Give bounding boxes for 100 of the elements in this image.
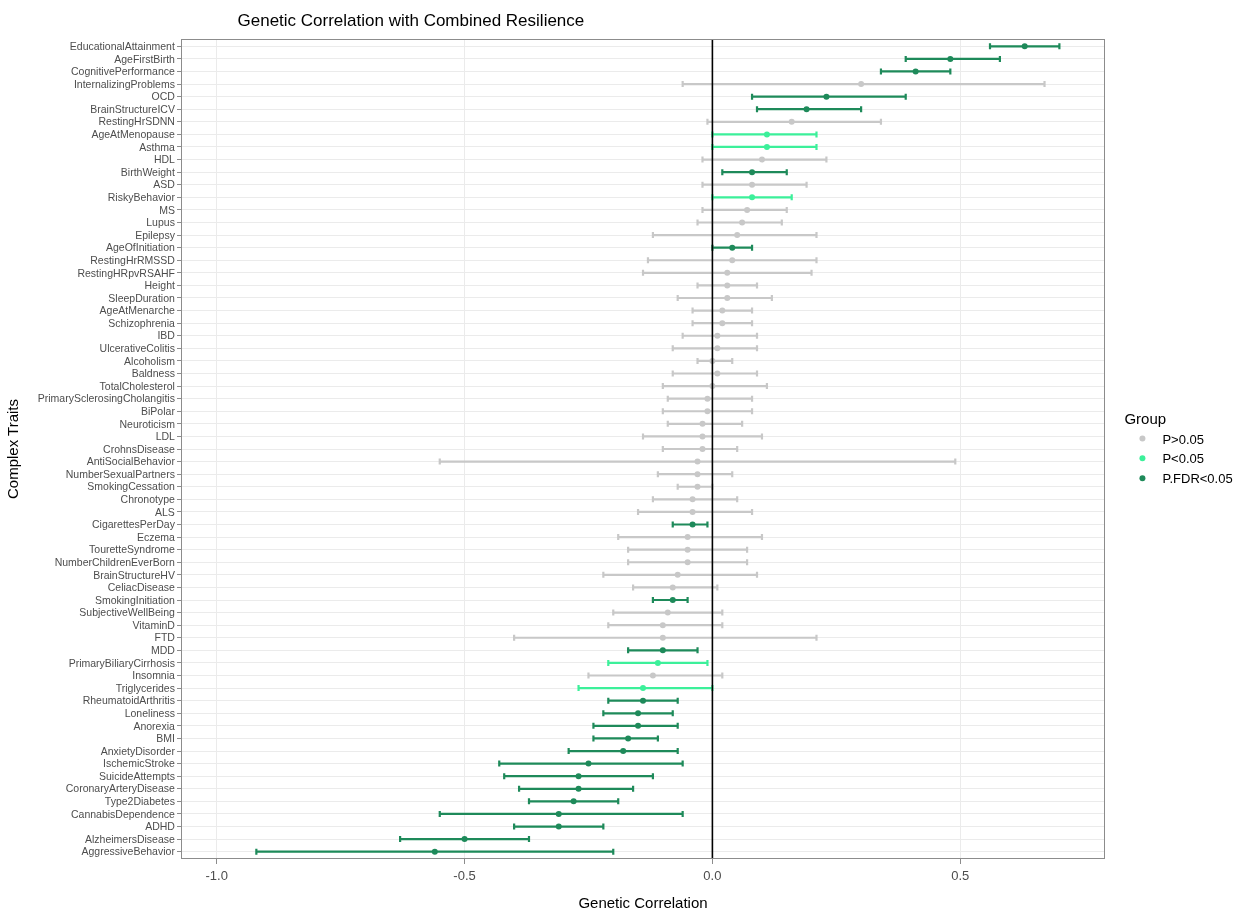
y-tick-label: AntiSocialBehavior bbox=[86, 455, 176, 468]
y-tick-label: Baldness bbox=[131, 367, 175, 380]
y-tick-label: CoronaryArteryDisease bbox=[65, 782, 176, 795]
y-tick-label: AgeFirstBirth bbox=[114, 52, 176, 65]
point bbox=[714, 345, 721, 352]
point bbox=[659, 647, 666, 654]
y-tick-label: SuicideAttempts bbox=[99, 769, 175, 782]
y-tick-label: IBD bbox=[157, 329, 176, 342]
y-tick-label: SubjectiveWellBeing bbox=[79, 606, 176, 619]
y-tick-label: RiskyBehavior bbox=[107, 190, 176, 203]
y-tick-label: Insomnia bbox=[132, 669, 176, 682]
y-tick-label: Alcoholism bbox=[124, 354, 176, 367]
point bbox=[575, 785, 582, 792]
point bbox=[674, 571, 681, 578]
y-tick-label: TotalCholesterol bbox=[99, 379, 175, 392]
y-tick-label: SmokingInitiation bbox=[94, 593, 176, 606]
point bbox=[640, 685, 646, 692]
point bbox=[684, 559, 691, 566]
y-tick-label: Height bbox=[144, 279, 175, 292]
point bbox=[704, 395, 711, 402]
legend-label: P<0.05 bbox=[1162, 451, 1205, 467]
y-tick-label: RestingHrSDNN bbox=[98, 115, 175, 128]
y-tick-label: AggressiveBehavior bbox=[81, 845, 176, 858]
y-tick-label: ASD bbox=[153, 178, 176, 191]
point bbox=[585, 760, 592, 767]
y-tick-label: RestingHrRMSSD bbox=[90, 253, 176, 266]
y-tick-label: PrimarySclerosingCholangitis bbox=[37, 392, 175, 405]
point bbox=[625, 735, 632, 742]
y-tick-label: Lupus bbox=[146, 216, 175, 229]
point bbox=[669, 584, 676, 591]
point bbox=[699, 446, 706, 452]
y-tick-label: NumberChildrenEverBorn bbox=[54, 555, 176, 568]
chart-title: Genetic Correlation with Combined Resilience bbox=[237, 10, 585, 30]
y-tick-label: ADHD bbox=[145, 820, 176, 833]
y-tick-label: Triglycerides bbox=[115, 681, 175, 694]
point bbox=[635, 710, 642, 717]
legend-label: P.FDR<0.05 bbox=[1162, 471, 1233, 487]
y-axis-title: Complex Traits bbox=[4, 398, 22, 500]
point bbox=[758, 156, 765, 163]
y-tick-label: CannabisDependence bbox=[70, 807, 176, 820]
y-tick-label: AgeOfInitiation bbox=[106, 241, 176, 254]
y-tick-label: PrimaryBiliaryCirrhosis bbox=[68, 656, 175, 669]
y-tick-label: BrainStructureHV bbox=[93, 568, 175, 581]
y-tick-label: BMI bbox=[156, 732, 175, 745]
point bbox=[684, 534, 691, 541]
y-tick-label: MS bbox=[159, 203, 175, 216]
point bbox=[555, 810, 562, 817]
point bbox=[749, 181, 756, 188]
point bbox=[694, 483, 701, 490]
point bbox=[744, 206, 751, 213]
point bbox=[669, 597, 676, 604]
y-tick-label: BirthWeight bbox=[120, 165, 175, 178]
y-tick-label: CrohnsDisease bbox=[103, 442, 176, 455]
y-tick-label: CognitivePerformance bbox=[71, 65, 176, 78]
point bbox=[724, 282, 731, 289]
point bbox=[575, 773, 582, 780]
x-tick-label: -1.0 bbox=[205, 867, 228, 883]
y-tick-label: BrainStructureICV bbox=[90, 102, 175, 115]
point bbox=[729, 257, 736, 264]
point bbox=[620, 748, 627, 755]
x-tick-label: 0.0 bbox=[703, 867, 722, 883]
point bbox=[749, 169, 756, 176]
y-tick-label: Asthma bbox=[139, 140, 176, 153]
point bbox=[947, 55, 954, 62]
y-tick-label: MDD bbox=[150, 644, 176, 657]
point bbox=[689, 508, 696, 515]
y-tick-label: Loneliness bbox=[124, 706, 175, 719]
y-tick-label: VitaminD bbox=[132, 618, 176, 631]
y-tick-label: Eczema bbox=[136, 530, 176, 543]
y-tick-label: IschemicStroke bbox=[103, 757, 176, 770]
point bbox=[694, 471, 701, 478]
y-tick-label: OCD bbox=[151, 90, 176, 103]
y-tick-label: Schizophrenia bbox=[108, 316, 176, 329]
y-tick-label: SmokingCessation bbox=[87, 480, 176, 493]
point bbox=[694, 458, 701, 465]
y-tick-label: ALS bbox=[155, 505, 175, 518]
point bbox=[640, 697, 646, 704]
legend-title: Group bbox=[1124, 409, 1167, 427]
y-tick-label: HDL bbox=[153, 153, 176, 166]
y-tick-label: AlzheimersDisease bbox=[85, 832, 176, 845]
point bbox=[555, 823, 562, 830]
point bbox=[699, 420, 706, 427]
y-tick-label: InternalizingProblems bbox=[73, 77, 175, 90]
point bbox=[659, 622, 666, 629]
point bbox=[699, 433, 706, 440]
point bbox=[1021, 43, 1028, 50]
y-tick-label: AgeAtMenopause bbox=[91, 128, 176, 141]
point bbox=[734, 232, 741, 239]
y-tick-label: Anorexia bbox=[133, 719, 176, 732]
y-tick-label: NumberSexualPartners bbox=[65, 467, 175, 480]
y-tick-label: SleepDuration bbox=[108, 291, 176, 304]
legend-label: P>0.05 bbox=[1162, 431, 1205, 447]
point bbox=[714, 332, 721, 339]
point bbox=[714, 370, 721, 377]
point bbox=[461, 836, 468, 843]
point bbox=[729, 244, 736, 251]
y-tick-label: Neuroticism bbox=[119, 417, 176, 430]
point bbox=[649, 672, 656, 679]
point bbox=[719, 307, 726, 314]
point bbox=[724, 269, 731, 276]
